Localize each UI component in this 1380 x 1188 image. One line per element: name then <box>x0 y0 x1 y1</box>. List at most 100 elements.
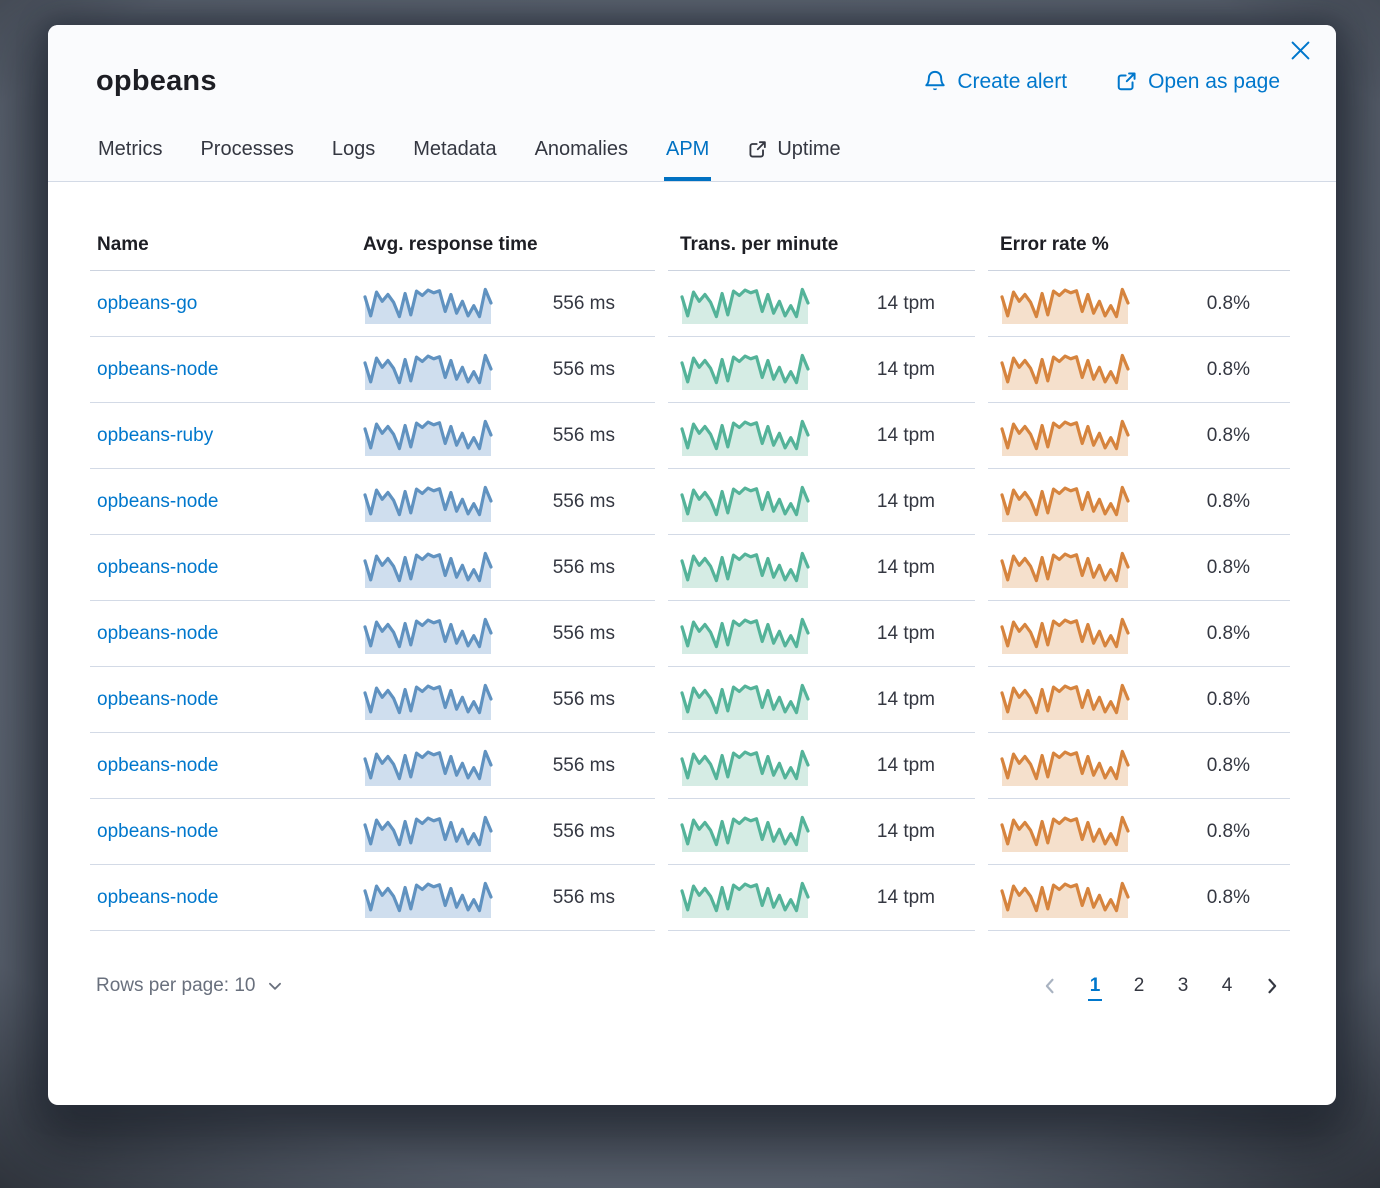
service-name-link[interactable]: opbeans-ruby <box>97 424 214 446</box>
error-rate-cell: 0.8% <box>988 403 1290 469</box>
service-name-link[interactable]: opbeans-go <box>97 292 198 314</box>
response-time-sparkline <box>363 877 493 919</box>
page-button-1[interactable]: 1 <box>1078 969 1112 1003</box>
page-number: 4 <box>1221 975 1233 996</box>
page-button-2[interactable]: 2 <box>1122 969 1156 1003</box>
response-time-sparkline <box>363 745 493 787</box>
response-time-sparkline <box>363 547 493 589</box>
open-as-page-label: Open as page <box>1148 69 1280 93</box>
open-as-page-button[interactable]: Open as page <box>1115 70 1280 94</box>
response-time-sparkline <box>363 415 493 457</box>
tpm-sparkline <box>680 415 810 457</box>
name-cell: opbeans-node <box>90 887 363 909</box>
response-time-sparkline <box>363 613 493 655</box>
response-time-sparkline <box>363 679 493 721</box>
column-header-avg-response-time: Avg. response time <box>363 234 538 255</box>
error-rate-value: 0.8% <box>1206 622 1250 644</box>
avg-response-time-cell: 556 ms <box>363 679 655 721</box>
service-name-link[interactable]: opbeans-node <box>97 688 219 710</box>
cell-group-name-response: opbeans-go 556 ms <box>90 271 655 337</box>
table-row: opbeans-node 556 ms 14 tpm <box>90 799 1290 865</box>
tpm-value: 14 tpm <box>876 292 935 314</box>
name-cell: opbeans-go <box>90 293 363 315</box>
error-rate-cell: 0.8% <box>988 469 1290 535</box>
cell-group-name-response: opbeans-ruby 556 ms <box>90 403 655 469</box>
tab-logs[interactable]: Logs <box>330 138 377 181</box>
name-cell: opbeans-node <box>90 623 363 645</box>
tab-uptime[interactable]: Uptime <box>745 138 842 181</box>
tab-label: Metadata <box>413 138 497 160</box>
page-number: 1 <box>1087 974 1103 1001</box>
page-button-3[interactable]: 3 <box>1166 969 1200 1003</box>
tpm-value: 14 tpm <box>876 490 935 512</box>
error-rate-sparkline <box>1000 481 1130 523</box>
table-row: opbeans-node 556 ms 14 tpm <box>90 469 1290 535</box>
error-rate-cell: 0.8% <box>988 865 1290 931</box>
service-name-link[interactable]: opbeans-node <box>97 754 219 776</box>
table-row: opbeans-go 556 ms 14 tpm <box>90 271 1290 337</box>
chevron-right-icon[interactable] <box>1254 972 1290 1000</box>
table-row: opbeans-ruby 556 ms 14 tpm <box>90 403 1290 469</box>
name-cell: opbeans-node <box>90 755 363 777</box>
rows-per-page-label: Rows per page: 10 <box>96 975 256 996</box>
service-name-link[interactable]: opbeans-node <box>97 556 219 578</box>
tab-label: Logs <box>331 138 376 160</box>
error-rate-value: 0.8% <box>1206 358 1250 380</box>
error-rate-cell: 0.8% <box>988 337 1290 403</box>
table-row: opbeans-node 556 ms 14 tpm <box>90 535 1290 601</box>
page-button-4[interactable]: 4 <box>1210 969 1244 1003</box>
chevron-down-icon <box>266 977 284 995</box>
create-alert-button[interactable]: Create alert <box>923 69 1067 94</box>
tpm-sparkline <box>680 283 810 325</box>
tab-metrics[interactable]: Metrics <box>96 138 164 181</box>
column-header-trans-per-minute: Trans. per minute <box>668 224 975 271</box>
response-time-sparkline <box>363 811 493 853</box>
tab-label: Metrics <box>98 138 163 160</box>
avg-response-time-cell: 556 ms <box>363 745 655 787</box>
error-rate-value: 0.8% <box>1206 490 1250 512</box>
name-cell: opbeans-node <box>90 359 363 381</box>
avg-response-time-cell: 556 ms <box>363 877 655 919</box>
service-name-link[interactable]: opbeans-node <box>97 358 219 380</box>
table-body: opbeans-go 556 ms 14 tpm <box>90 271 1290 931</box>
tab-metadata[interactable]: Metadata <box>411 138 498 181</box>
trans-per-minute-cell: 14 tpm <box>668 535 975 601</box>
response-time-value: 556 ms <box>552 688 615 710</box>
error-rate-value: 0.8% <box>1206 688 1250 710</box>
table-footer: Rows per page: 10 1 2 3 4 <box>48 931 1336 1003</box>
error-rate-sparkline <box>1000 877 1130 919</box>
error-rate-sparkline <box>1000 349 1130 391</box>
tab-label: Anomalies <box>534 138 628 160</box>
response-time-value: 556 ms <box>552 358 615 380</box>
error-rate-cell: 0.8% <box>988 601 1290 667</box>
error-rate-value: 0.8% <box>1206 886 1250 908</box>
error-rate-sparkline <box>1000 415 1130 457</box>
service-name-link[interactable]: opbeans-node <box>97 490 219 512</box>
avg-response-time-cell: 556 ms <box>363 349 655 391</box>
error-rate-value: 0.8% <box>1206 820 1250 842</box>
service-name-link[interactable]: opbeans-node <box>97 820 219 842</box>
response-time-sparkline <box>363 349 493 391</box>
tpm-sparkline <box>680 679 810 721</box>
tab-label: APM <box>665 138 710 160</box>
popout-icon <box>747 139 768 160</box>
service-name-link[interactable]: opbeans-node <box>97 886 219 908</box>
pagination: 1 2 3 4 <box>1032 969 1290 1003</box>
tab-apm[interactable]: APM <box>663 138 712 181</box>
response-time-value: 556 ms <box>552 556 615 578</box>
cell-group-name-response: opbeans-node 556 ms <box>90 469 655 535</box>
header-group-name-response: Name Avg. response time <box>90 224 655 271</box>
avg-response-time-cell: 556 ms <box>363 613 655 655</box>
error-rate-sparkline <box>1000 811 1130 853</box>
tab-processes[interactable]: Processes <box>198 138 295 181</box>
tab-anomalies[interactable]: Anomalies <box>533 138 630 181</box>
column-header-error-rate: Error rate % <box>988 224 1290 271</box>
rows-per-page-button[interactable]: Rows per page: 10 <box>96 975 284 997</box>
close-icon[interactable] <box>1283 33 1318 68</box>
tpm-value: 14 tpm <box>876 754 935 776</box>
avg-response-time-cell: 556 ms <box>363 481 655 523</box>
trans-per-minute-cell: 14 tpm <box>668 271 975 337</box>
error-rate-sparkline <box>1000 679 1130 721</box>
service-name-link[interactable]: opbeans-node <box>97 622 219 644</box>
chevron-left-icon[interactable] <box>1032 972 1068 1000</box>
